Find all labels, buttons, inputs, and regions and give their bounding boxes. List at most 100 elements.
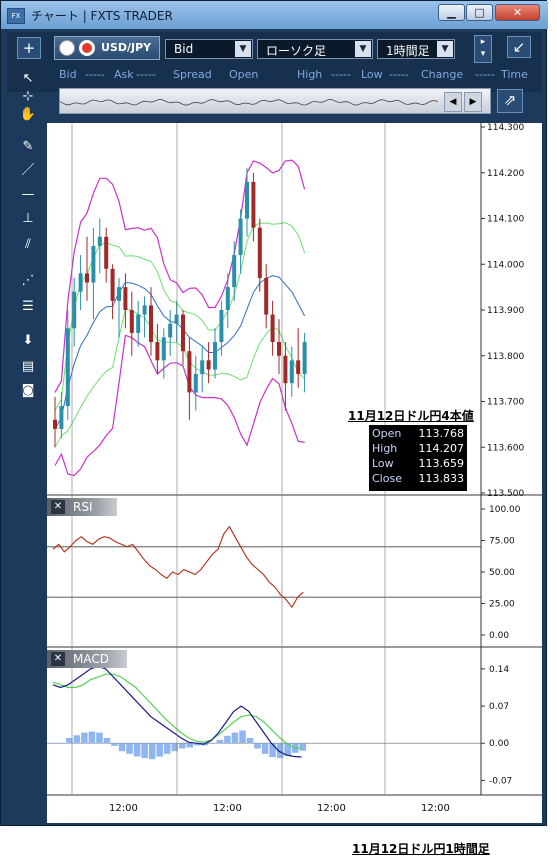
- y-tick-label: 0.07: [489, 702, 509, 712]
- candle-body: [155, 342, 160, 361]
- macd-histogram-bar: [111, 743, 118, 746]
- y-tick-label: 114.100: [487, 215, 524, 225]
- minimize-button[interactable]: ▁: [438, 4, 465, 21]
- candle-body: [245, 181, 249, 219]
- download-icon[interactable]: ⬇: [22, 333, 34, 348]
- moving-average-line: [54, 275, 306, 430]
- macd-histogram-bar: [66, 737, 73, 744]
- macd-histogram-bar: [141, 743, 148, 759]
- macd-histogram-bar: [239, 730, 246, 744]
- list-icon[interactable]: ▤: [21, 359, 35, 374]
- scroll-left-icon[interactable]: ◀: [444, 92, 462, 112]
- candle-body: [181, 314, 185, 352]
- close-rsi-icon[interactable]: ✕: [51, 500, 65, 514]
- macd-histogram-bar: [299, 743, 306, 751]
- y-tick-label: 113.900: [487, 306, 524, 316]
- ohlc-key: Low: [372, 457, 394, 470]
- macd-histogram-bar: [96, 732, 103, 744]
- macd-pane-header: ✕ MACD: [47, 650, 127, 668]
- candle-body: [213, 342, 217, 370]
- ohlc-value: 113.833: [418, 472, 465, 485]
- popout-button[interactable]: ↙: [507, 36, 531, 58]
- y-tick-label: 25.00: [489, 600, 515, 610]
- channel-icon[interactable]: ⫽: [25, 237, 31, 252]
- quote-item: Low: [361, 68, 383, 81]
- quote-row: Bid ----- Ask ----- Spread Open High ----- Low --…: [59, 68, 539, 82]
- quote-item: Change: [421, 68, 464, 81]
- ohlc-row: Open 113.768: [372, 427, 464, 442]
- macd-histogram-bar: [171, 743, 178, 752]
- symbol-selector[interactable]: USD/JPY: [54, 36, 160, 60]
- maximize-button[interactable]: □: [466, 4, 493, 21]
- y-tick-label: 100.00: [489, 505, 521, 515]
- cursor-icon[interactable]: ↖: [22, 71, 34, 86]
- ohlc-value: 113.659: [418, 457, 465, 470]
- rsi-pane-label: RSI: [73, 500, 93, 514]
- scroll-right-icon[interactable]: ▶: [464, 92, 482, 112]
- close-macd-icon[interactable]: ✕: [51, 652, 65, 666]
- macd-histogram-bar: [216, 740, 224, 744]
- macd-histogram-bar: [148, 743, 156, 760]
- timeframe-dropdown[interactable]: 1時間足 ▼: [377, 39, 455, 59]
- macd-histogram-bar: [209, 743, 216, 744]
- trendline-icon[interactable]: ／: [21, 163, 35, 178]
- candle-body: [200, 360, 205, 375]
- macd-histogram-bar: [276, 743, 284, 759]
- chart-window: FX チャート | FXTS TRADER ▁ □ ✕ + USD/JPY Bi…: [0, 0, 548, 826]
- caption-chart: 11月12日ドル円1時間足: [352, 842, 490, 856]
- close-button[interactable]: ✕: [495, 4, 540, 21]
- horizontal-line-icon[interactable]: —: [21, 187, 35, 202]
- y-tick-label: 113.600: [487, 443, 524, 453]
- y-tick-label: 113.500: [487, 489, 524, 499]
- ohlc-key: High: [372, 442, 398, 455]
- vertical-line-icon[interactable]: ⊥: [22, 211, 34, 226]
- timeframe-value: 1時間足: [386, 44, 430, 58]
- quote-item: -----: [85, 68, 105, 81]
- quote-item: -----: [475, 68, 495, 81]
- title-bar[interactable]: FX チャート | FXTS TRADER ▁ □ ✕: [1, 1, 548, 29]
- macd-pane-label: MACD: [73, 652, 109, 666]
- candle-body: [161, 337, 166, 361]
- hand-icon[interactable]: ✋: [19, 107, 37, 122]
- auto-scroll-button[interactable]: ⇗: [497, 89, 523, 113]
- ohlc-key: Open: [372, 427, 402, 440]
- price-type-dropdown[interactable]: Bid ▼: [165, 39, 253, 59]
- chart-type-dropdown[interactable]: ローソク足 ▼: [257, 39, 373, 59]
- candle-body: [136, 314, 141, 333]
- crosshair-icon[interactable]: ⊹: [22, 89, 34, 104]
- toolbar-scroll-button[interactable]: ▸ ▾: [474, 35, 492, 63]
- chart-area[interactable]: 114.300 114.200 114.100 114.000 113.900 113.8…: [47, 123, 542, 823]
- bollinger-lower-line: [54, 334, 305, 477]
- y-tick-label: 113.800: [487, 352, 524, 362]
- macd-histogram-bar: [224, 735, 231, 744]
- camera-icon[interactable]: ◙: [21, 383, 35, 398]
- y-tick-label: 75.00: [489, 537, 515, 547]
- candle-body: [193, 374, 198, 393]
- candle-body: [225, 287, 230, 310]
- candle-body: [78, 273, 83, 292]
- y-tick-label: 114.200: [487, 169, 524, 179]
- fibonacci-retracement-icon[interactable]: ☰: [22, 299, 34, 314]
- fibonacci-fan-icon[interactable]: ⋰: [21, 273, 35, 288]
- macd-histogram-bar: [156, 743, 163, 757]
- candle-body: [53, 419, 57, 429]
- y-tick-label: 0.00: [489, 739, 509, 749]
- tick-chart-strip[interactable]: ◀ ▶: [59, 88, 491, 114]
- marker-icon[interactable]: ✎: [22, 139, 34, 154]
- macd-histogram-bar: [58, 743, 66, 744]
- candle-body: [283, 355, 288, 384]
- macd-histogram-bar: [81, 732, 88, 744]
- chart-canvas: 114.300 114.200 114.100 114.000 113.900 113.8…: [47, 123, 542, 814]
- macd-histogram-bar: [269, 743, 276, 758]
- chevron-down-icon: ▼: [235, 41, 251, 57]
- bollinger-upper-line: [54, 159, 306, 393]
- macd-histogram-bar: [194, 743, 201, 746]
- add-chart-button[interactable]: +: [17, 37, 41, 59]
- candle-body: [289, 360, 294, 384]
- macd-histogram-bar: [186, 743, 194, 748]
- candle-body: [123, 287, 128, 310]
- candle-body: [142, 305, 147, 315]
- candle-body: [97, 236, 102, 246]
- candle-body: [264, 277, 269, 315]
- candle-body: [257, 227, 262, 278]
